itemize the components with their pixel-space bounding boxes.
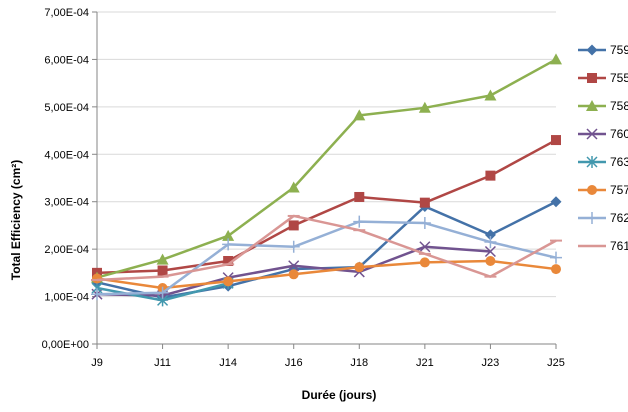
data-point bbox=[419, 197, 430, 208]
legend-marker bbox=[586, 156, 598, 168]
y-axis-title: Total Efficiency (cm²) bbox=[9, 160, 23, 280]
legend-marker bbox=[586, 100, 598, 111]
gridlines bbox=[97, 11, 556, 298]
series-761 bbox=[91, 214, 562, 282]
data-point bbox=[288, 269, 299, 280]
data-point bbox=[288, 260, 300, 272]
data-point bbox=[484, 245, 496, 258]
legend: 759 755 758 760 763 757 762 761 bbox=[578, 43, 628, 253]
series-group bbox=[91, 53, 562, 307]
legend-item-762: 762 bbox=[578, 211, 628, 225]
data-point bbox=[91, 288, 103, 301]
legend-marker bbox=[586, 212, 598, 224]
legend-label: 758 bbox=[610, 99, 628, 113]
legend-label: 755 bbox=[610, 71, 628, 85]
data-point bbox=[485, 256, 496, 266]
data-point bbox=[484, 236, 497, 249]
legend-label: 761 bbox=[610, 239, 628, 253]
data-point bbox=[223, 276, 234, 287]
data-point bbox=[222, 229, 235, 241]
data-point bbox=[157, 265, 168, 276]
y-tick-label: 0,00E+00 bbox=[42, 339, 89, 351]
data-point bbox=[353, 215, 366, 228]
legend-item-763: 763 bbox=[578, 155, 628, 169]
series-line-761 bbox=[96, 214, 557, 282]
data-point bbox=[419, 241, 431, 253]
x-axis-title: Durée (jours) bbox=[302, 388, 377, 402]
data-point bbox=[418, 101, 431, 113]
data-point bbox=[550, 196, 562, 208]
y-tick-label: 1,00E-04 bbox=[44, 292, 89, 304]
legend-label: 757 bbox=[610, 183, 628, 197]
legend-item-761: 761 bbox=[578, 239, 628, 253]
legend-label: 762 bbox=[610, 211, 628, 225]
legend-item-758: 758 bbox=[578, 99, 628, 113]
data-point bbox=[287, 181, 300, 193]
data-point bbox=[353, 109, 366, 121]
data-point bbox=[551, 264, 561, 275]
series-line-757 bbox=[96, 259, 557, 290]
axes: 0,00E+00 1,00E-04 2,00E-04 3,00E-04 4,00E-04… bbox=[42, 7, 565, 369]
data-point bbox=[287, 240, 300, 253]
y-tick-label: 3,00E-04 bbox=[44, 197, 89, 209]
series-line-758 bbox=[96, 58, 557, 279]
data-point bbox=[485, 170, 496, 181]
series-line-755 bbox=[96, 138, 557, 275]
data-point bbox=[484, 89, 497, 101]
legend-label: 759 bbox=[610, 43, 628, 57]
data-point bbox=[222, 238, 235, 251]
x-tick-label: J23 bbox=[482, 357, 500, 369]
x-tick-label: J25 bbox=[547, 357, 565, 369]
x-tick-label: J16 bbox=[285, 357, 303, 369]
data-point bbox=[288, 220, 299, 231]
legend-label: 760 bbox=[610, 127, 628, 141]
legend-item-760: 760 bbox=[578, 127, 628, 141]
data-point bbox=[550, 251, 562, 264]
data-point bbox=[223, 256, 234, 266]
legend-marker bbox=[587, 73, 597, 83]
data-point bbox=[418, 217, 431, 230]
x-tick-label: J11 bbox=[154, 357, 171, 369]
legend-item-757: 757 bbox=[578, 183, 628, 197]
x-tick-label: J21 bbox=[416, 357, 434, 369]
y-tick-label: 4,00E-04 bbox=[44, 149, 89, 161]
legend-item-759: 759 bbox=[578, 43, 628, 57]
data-point bbox=[419, 257, 430, 268]
legend-label: 763 bbox=[610, 155, 628, 169]
series-758 bbox=[91, 53, 562, 283]
y-tick-label: 6,00E-04 bbox=[44, 54, 89, 66]
legend-marker bbox=[586, 128, 598, 140]
data-point bbox=[550, 53, 562, 65]
data-point bbox=[354, 191, 365, 202]
legend-marker bbox=[587, 185, 597, 195]
x-tick-label: J14 bbox=[219, 357, 237, 369]
data-point bbox=[484, 229, 496, 241]
x-tick-label: J9 bbox=[91, 357, 103, 369]
data-point bbox=[551, 135, 561, 146]
y-tick-label: 2,00E-04 bbox=[44, 244, 89, 256]
series-line-762 bbox=[96, 220, 557, 296]
y-tick-label: 5,00E-04 bbox=[44, 102, 89, 114]
data-point bbox=[156, 286, 169, 299]
data-point bbox=[156, 253, 169, 265]
legend-item-755: 755 bbox=[578, 71, 628, 85]
y-tick-label: 7,00E-04 bbox=[44, 7, 89, 19]
series-762 bbox=[91, 215, 562, 301]
data-point bbox=[354, 262, 365, 273]
legend-marker bbox=[586, 44, 598, 56]
x-tick-label: J18 bbox=[350, 357, 368, 369]
series-757 bbox=[92, 256, 561, 294]
